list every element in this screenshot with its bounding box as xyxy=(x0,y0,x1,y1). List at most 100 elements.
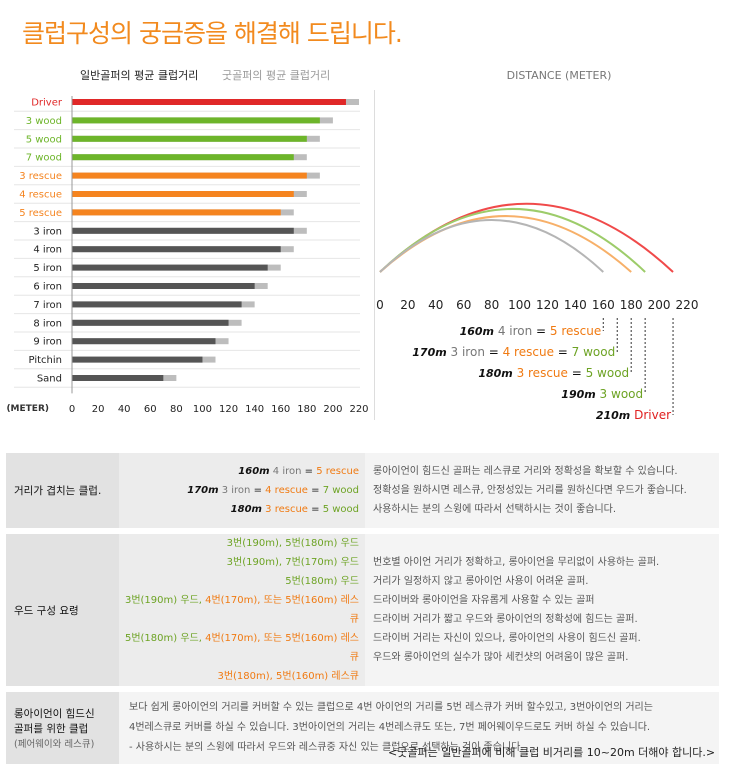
bar-category-label: 3 iron xyxy=(33,226,62,237)
annotation-part: 3 rescue xyxy=(513,366,568,380)
trajectory-arc-3-wood xyxy=(379,208,646,273)
rich-part: 5 rescue xyxy=(316,466,359,477)
rich-part: 3번(190m), 5번(180m) 우드 xyxy=(226,538,359,549)
rich-part: 3번(180m), 5번(160m) 레스큐 xyxy=(217,671,359,682)
bar-category-label: Sand xyxy=(37,374,62,385)
annotation-part: 7 wood xyxy=(572,345,616,359)
annotation-part: 160m xyxy=(460,325,494,338)
arc-x-tick: 140 xyxy=(564,298,587,312)
rich-part: = xyxy=(250,485,266,496)
bar-category-label: 4 rescue xyxy=(19,190,62,201)
bar-category-label: 7 iron xyxy=(33,300,62,311)
rich-part: 180m xyxy=(230,504,262,515)
rich-part: 4 iron xyxy=(269,466,302,477)
annotation-part: 4 rescue xyxy=(503,345,554,359)
bar-category-label: 6 iron xyxy=(33,282,62,293)
bar-category-label: 7 wood xyxy=(26,153,62,164)
row3-header-line: 골퍼를 위한 클럽 xyxy=(14,723,89,735)
rich-line: 5번(180m) 우드, 4번(170m), 또는 5번(160m) 레스큐 xyxy=(119,629,359,667)
row2-wood-list: 3번(190m), 5번(180m) 우드 3번(190m), 7번(170m) … xyxy=(119,534,365,686)
row1-overlap-list: 160m 4 iron = 5 rescue 170m 3 iron = 4 re… xyxy=(119,453,365,528)
arc-x-tick: 80 xyxy=(484,298,499,312)
bar-category-label: 5 rescue xyxy=(19,208,62,219)
arc-x-tick: 120 xyxy=(536,298,559,312)
description-line: 정확성을 원하시면 레스큐, 안정성있는 거리를 원하신다면 우드가 좋습니다. xyxy=(373,485,687,496)
bar-x-tick: 80 xyxy=(170,404,183,415)
rich-part: 3 rescue xyxy=(261,504,308,515)
bar-category-label: 4 iron xyxy=(33,245,62,256)
bar-general-golfer xyxy=(72,264,268,271)
bar-general-golfer xyxy=(72,338,216,345)
bar-general-golfer xyxy=(72,154,294,161)
description-line: 번호별 아이언 거리가 정확하고, 롱아이언을 무리없이 사용하는 골퍼. xyxy=(373,557,660,568)
rich-line: 3번(190m), 5번(180m) 우드 xyxy=(119,534,359,553)
bar-category-label: 3 rescue xyxy=(19,171,62,182)
arc-x-tick: 0 xyxy=(376,298,384,312)
bar-general-golfer xyxy=(72,99,346,105)
bar-general-golfer xyxy=(72,246,281,253)
description-line: 드라이버 거리가 짧고 우드와 롱아이언의 정확성에 힘드는 골퍼. xyxy=(373,614,638,625)
arc-x-tick: 100 xyxy=(508,298,531,312)
bar-x-tick: 120 xyxy=(219,404,238,415)
distance-annotation: 180m 3 rescue = 5 wood xyxy=(478,366,629,380)
club-distance-bar-chart: 일반골퍼의 평균 클럽거리 굿골퍼의 평균 클럽거리 Driver 3 wood 5 … xyxy=(6,68,368,415)
row1-header: 거리가 겹치는 클럽. xyxy=(6,453,119,528)
bar-category-label: 5 iron xyxy=(33,263,62,274)
row3-header-line: 롱아이언이 힘드신 xyxy=(14,708,95,720)
rich-part: 3 iron xyxy=(218,485,251,496)
rich-part: 7 wood xyxy=(322,485,359,496)
bar-x-tick: 20 xyxy=(92,404,105,415)
rich-part: 5 wood xyxy=(322,504,359,515)
bar-general-golfer xyxy=(72,319,229,326)
annotation-part: 5 rescue xyxy=(550,324,601,338)
bar-general-golfer xyxy=(72,135,307,142)
rich-part: 3번(190m) 우드, xyxy=(124,595,206,606)
rich-line: 3번(180m), 5번(160m) 레스큐 xyxy=(119,667,359,686)
legend-good: 굿골퍼의 평균 클럽거리 xyxy=(222,68,330,82)
description-line: 사용하시는 분의 스윙에 따라서 선택하시는 것이 좋습니다. xyxy=(373,504,617,515)
description-line: 거리가 일정하지 않고 롱아이언 사용이 어려운 골퍼. xyxy=(373,576,589,587)
bar-general-golfer xyxy=(72,117,320,124)
row3-header-sub: (페어웨이와 레스큐) xyxy=(14,739,95,750)
arc-x-tick: 20 xyxy=(400,298,415,312)
bar-general-golfer xyxy=(72,172,307,179)
club-guide-table: 거리가 겹치는 클럽. 160m 4 iron = 5 rescue 170m 3… xyxy=(6,453,719,764)
rich-line: 180m 3 rescue = 5 wood xyxy=(119,500,359,519)
distance-annotation: 170m 3 iron = 4 rescue = 7 wood xyxy=(412,345,615,359)
rich-part: 4번(170m), 또는 5번(160m) 레스큐 xyxy=(205,595,359,625)
arc-x-tick: 160 xyxy=(592,298,615,312)
bar-general-golfer xyxy=(72,191,294,197)
arc-x-tick: 180 xyxy=(620,298,643,312)
footer-note: <굿골퍼는 일반골퍼에 비해 클럽 비거리를 10~20m 더해야 합니다.> xyxy=(388,746,716,759)
bar-general-golfer xyxy=(72,283,255,289)
bar-x-tick: 40 xyxy=(118,404,131,415)
description-line: 4번레스큐로 커버를 하실 수 있습니다. 3번아이언의 거리는 4번레스큐도 … xyxy=(129,722,651,733)
bar-x-tick: 0 xyxy=(69,404,75,415)
rich-part: 5번(180m) 우드, xyxy=(124,633,206,644)
description-line: 드라이버 거리는 자신이 있으나, 롱아이언의 사용이 힘드신 골퍼. xyxy=(373,633,641,644)
rich-part: 170m xyxy=(187,485,219,496)
rich-part: 5번(180m) 우드 xyxy=(285,576,359,587)
bar-x-tick: 180 xyxy=(297,404,316,415)
annotation-part: = xyxy=(485,345,503,359)
row3-description: 보다 쉽게 롱아이언의 거리를 커버할 수 있는 클럽으로 4번 아이언의 거리… xyxy=(119,692,719,764)
bar-x-tick: 160 xyxy=(271,404,290,415)
rich-part: 4 rescue xyxy=(265,485,308,496)
description-line: 보다 쉽게 롱아이언의 거리를 커버할 수 있는 클럽으로 4번 아이언의 거리… xyxy=(129,702,653,713)
annotation-part: = xyxy=(532,324,550,338)
annotation-part: = xyxy=(568,366,586,380)
annotation-part: 180m xyxy=(478,367,512,380)
distance-annotation: 190m 3 wood xyxy=(561,387,643,401)
bar-general-golfer xyxy=(72,375,164,381)
distance-annotation: 210m Driver xyxy=(596,408,671,422)
row1-description: 롱아이언이 힘드신 골퍼는 레스큐로 거리와 정확성을 확보할 수 있습니다. 정… xyxy=(365,453,719,528)
bar-x-tick: 200 xyxy=(323,404,342,415)
bar-general-golfer xyxy=(72,356,203,363)
bar-category-label: 3 wood xyxy=(26,116,62,127)
annotation-part: 4 iron xyxy=(494,324,532,338)
page-title: 클럽구성의 궁금증을 해결해 드립니다. xyxy=(22,19,403,48)
rich-line: 3번(190m) 우드, 4번(170m), 또는 5번(160m) 레스큐 xyxy=(119,591,359,629)
bar-category-label: Driver xyxy=(31,98,63,109)
annotation-part: 210m xyxy=(596,409,630,422)
bar-x-tick: 100 xyxy=(193,404,212,415)
